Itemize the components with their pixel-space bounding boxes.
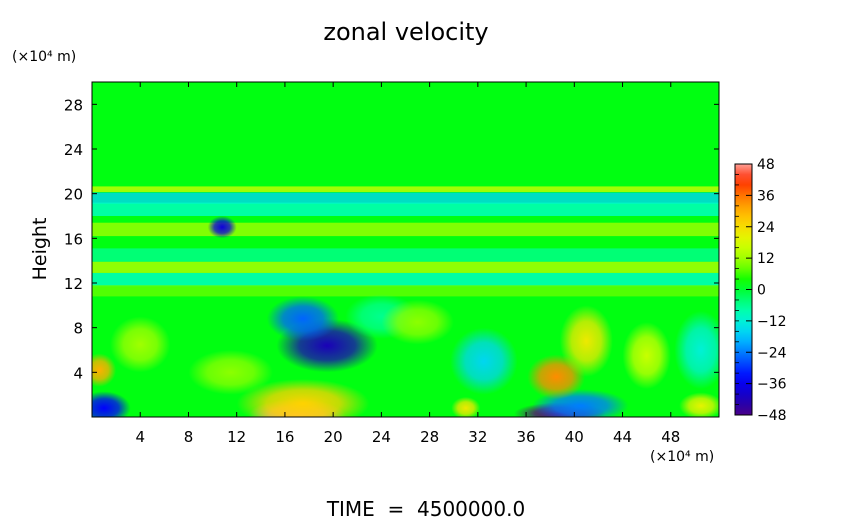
colorbar: 48 36 24 12 0 −12 −24 −36 −48	[734, 157, 787, 424]
heatmap-band-6	[92, 272, 719, 287]
colorbar-tick-label: 48	[757, 157, 775, 173]
heatmap-feature-4	[92, 391, 131, 417]
x-tick-label: 40	[565, 428, 584, 446]
heatmap-band-7	[92, 285, 719, 297]
x-tick-label: 32	[468, 428, 487, 446]
x-tick-label: 28	[420, 428, 439, 446]
x-axis-unit: (×10⁴ m)	[650, 449, 714, 465]
heatmap-plot-area	[92, 82, 719, 417]
x-axis-ticks: 4 8 12 16 20 24 28 32 36 40 44 48	[135, 82, 680, 446]
y-tick-label: 8	[73, 320, 83, 338]
y-axis-unit: (×10⁴ m)	[12, 49, 76, 65]
x-tick-label: 8	[184, 428, 194, 446]
heatmap-feature-12	[674, 310, 719, 390]
y-axis-ticks: 4 8 12 16 20 24 28	[64, 96, 719, 382]
colorbar-tick-label: −36	[757, 377, 787, 393]
x-tick-label: 36	[517, 428, 536, 446]
x-tick-label: 4	[135, 428, 145, 446]
heatmap-feature-17	[381, 299, 454, 345]
heatmap-band-4	[92, 248, 719, 262]
heatmap-feature-10	[559, 305, 613, 377]
y-tick-label: 4	[73, 364, 83, 382]
x-tick-label: 24	[372, 428, 391, 446]
colorbar-tick-label: 12	[757, 251, 775, 267]
y-tick-label: 24	[64, 141, 83, 159]
heatmap-feature-7	[207, 216, 237, 239]
colorbar-tick-label: −48	[757, 408, 787, 424]
x-tick-label: 20	[324, 428, 343, 446]
heatmap-band-1	[92, 192, 719, 204]
heatmap-feature-18	[451, 396, 481, 417]
chart-title: zonal velocity	[323, 18, 488, 46]
x-tick-label: 48	[661, 428, 680, 446]
heatmap-band-0	[92, 186, 719, 192]
heatmap-feature-11	[622, 322, 671, 390]
colorbar-tick-label: −24	[757, 345, 787, 361]
colorbar-tick-label: 0	[757, 283, 766, 299]
x-tick-label: 16	[275, 428, 294, 446]
y-tick-label: 20	[64, 186, 83, 204]
y-tick-label: 16	[64, 230, 83, 248]
heatmap-band-3	[92, 222, 719, 237]
y-axis-label: Height	[29, 218, 51, 281]
heatmap-feature-6	[266, 296, 340, 342]
heatmap-band-5	[92, 261, 719, 273]
heatmap-feature-19	[679, 392, 719, 417]
x-tick-label: 44	[613, 428, 632, 446]
colorbar-tick-label: −12	[757, 314, 787, 330]
y-tick-label: 28	[64, 96, 83, 114]
colorbar-tick-label: 24	[757, 220, 775, 236]
x-tick-label: 12	[227, 428, 246, 446]
y-tick-label: 12	[64, 275, 83, 293]
heatmap-feature-1	[236, 379, 370, 417]
heatmap-feature-15	[188, 350, 273, 395]
colorbar-tick-label: 36	[757, 188, 775, 204]
time-footer: TIME = 4500000.0	[326, 497, 525, 519]
heatmap-feature-13	[92, 353, 117, 387]
heatmap-feature-8	[450, 327, 518, 395]
heatmap-feature-14	[110, 316, 171, 373]
heatmap-band-2	[92, 202, 719, 216]
plot-frame	[91, 81, 720, 418]
